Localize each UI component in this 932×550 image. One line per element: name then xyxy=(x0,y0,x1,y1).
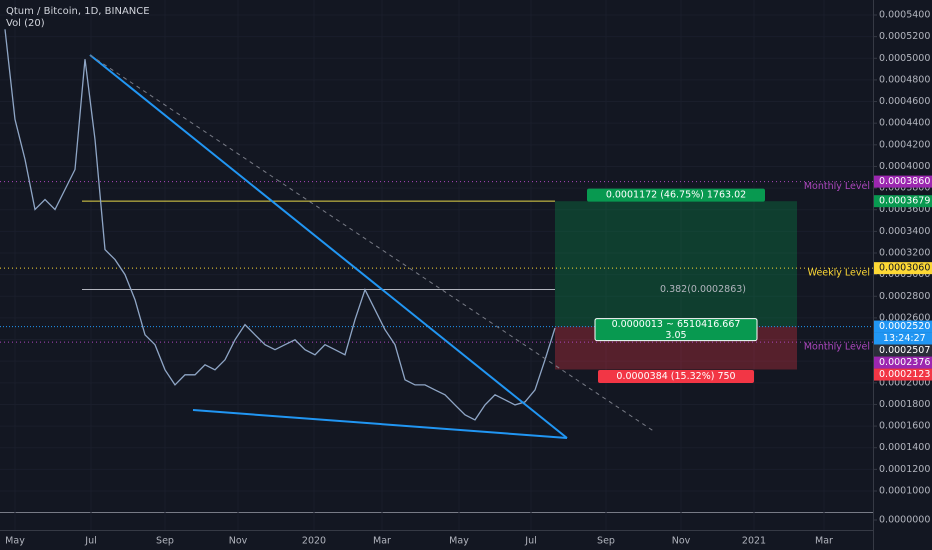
y-tick-label: 0.0003400 xyxy=(879,226,930,237)
profit-zone xyxy=(555,201,797,327)
y-tick-label: 0.0003200 xyxy=(879,248,930,259)
y-tick-label: 0.0002000 xyxy=(879,377,930,388)
price-label: 0.0002123 xyxy=(879,369,930,380)
level-label: Monthly Level xyxy=(804,181,870,192)
y-tick-label: 0.0002600 xyxy=(879,312,930,323)
x-tick-label: 2020 xyxy=(302,536,326,547)
x-tick-label: May xyxy=(449,536,469,547)
price-label-box xyxy=(874,195,932,208)
y-tick-label: 0.0004400 xyxy=(879,118,930,129)
trendline xyxy=(89,54,568,439)
indicator-label: Vol (20) xyxy=(6,18,45,29)
price-label-box xyxy=(874,344,932,357)
y-tick-label: 0.0005000 xyxy=(879,53,930,64)
y-tick-label: 0.0004200 xyxy=(879,139,930,150)
level-label: Weekly Level xyxy=(808,268,870,279)
y-tick-label: 0.0002800 xyxy=(879,291,930,302)
trendline-dashed xyxy=(89,54,656,433)
x-tick-label: Mar xyxy=(373,536,391,547)
price-line xyxy=(4,29,556,421)
level-label: Monthly Level xyxy=(804,342,870,353)
target-label-box xyxy=(587,188,765,202)
price-label: 0.0003860 xyxy=(879,176,930,187)
price-label-box xyxy=(874,368,932,381)
y-tick-label: 0.0005200 xyxy=(879,31,930,42)
y-tick-label: 0.0001600 xyxy=(879,421,930,432)
y-tick-label: 0.0004800 xyxy=(879,74,930,85)
countdown: 13:24:27 xyxy=(883,333,926,344)
trendline xyxy=(192,409,568,439)
target-label: 0.0001172 (46.75%) 1763.02 xyxy=(606,190,746,201)
x-tick-label: Jul xyxy=(84,536,96,547)
x-tick-label: Sep xyxy=(597,536,615,547)
y-tick-label: 0.0001800 xyxy=(879,399,930,410)
x-tick-label: Nov xyxy=(229,536,248,547)
price-label: 0.0002507 xyxy=(879,345,930,356)
y-tick-label: 0.0000000 xyxy=(879,515,930,526)
price-label: 0.0002376 xyxy=(879,357,930,368)
y-tick-label: 0.0001400 xyxy=(879,442,930,453)
stop-label-box xyxy=(598,370,754,384)
y-tick-label: 0.0001000 xyxy=(879,486,930,497)
y-tick-label: 0.0001200 xyxy=(879,464,930,475)
y-tick-label: 0.0003600 xyxy=(879,204,930,215)
y-tick-label: 0.0004000 xyxy=(879,161,930,172)
chart-title: Qtum / Bitcoin, 1D, BINANCE xyxy=(6,6,150,17)
ratio-label: 3.05 xyxy=(665,330,686,341)
x-tick-label: Jul xyxy=(524,536,536,547)
price-label: 0.0003679 xyxy=(879,196,930,207)
fib-label: 0.382(0.0002863) xyxy=(660,284,746,295)
entry-label: 0.0000013 ~ 6510416.667 xyxy=(612,319,741,330)
y-tick-label: 0.0003000 xyxy=(879,269,930,280)
price-label: 0.0002520 xyxy=(879,321,930,332)
entry-label-box xyxy=(594,318,758,342)
price-label-box xyxy=(874,175,932,188)
price-label-box xyxy=(874,262,932,275)
price-label-box xyxy=(874,320,932,333)
x-tick-label: May xyxy=(5,536,25,547)
y-tick-label: 0.0003800 xyxy=(879,183,930,194)
price-label: 0.0003060 xyxy=(879,263,930,274)
countdown-box xyxy=(874,332,932,345)
y-tick-label: 0.0005400 xyxy=(879,10,930,21)
x-tick-label: 2021 xyxy=(742,536,766,547)
x-tick-label: Mar xyxy=(815,536,833,547)
price-label-box xyxy=(874,356,932,369)
y-tick-label: 0.0004600 xyxy=(879,96,930,107)
x-tick-label: Nov xyxy=(672,536,691,547)
x-tick-label: Sep xyxy=(156,536,174,547)
stop-label: 0.0000384 (15.32%) 750 xyxy=(616,371,735,382)
